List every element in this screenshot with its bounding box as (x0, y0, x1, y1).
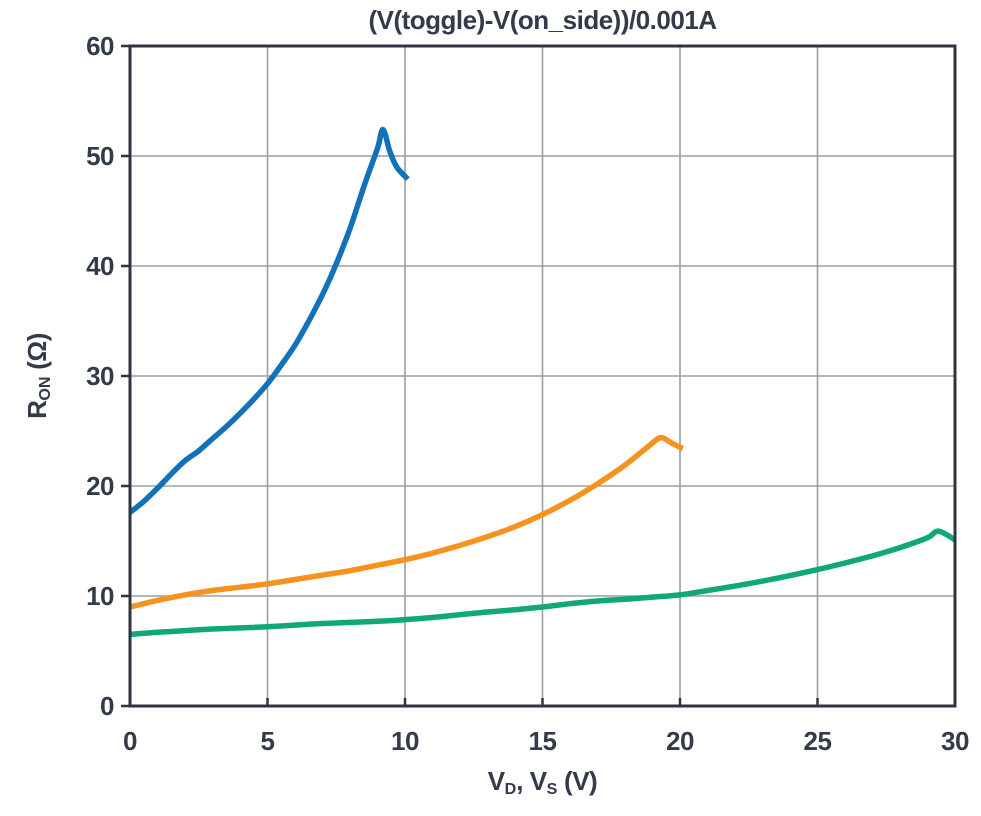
y-tick-label: 60 (86, 31, 114, 61)
label-text: V (487, 766, 505, 796)
tick-marks (121, 44, 819, 708)
y-tick-label: 30 (86, 361, 114, 391)
blue-curve (128, 126, 410, 515)
subscript-text: D (504, 779, 517, 798)
y-tick-label: 20 (86, 471, 114, 501)
y-tick-label: 10 (86, 581, 114, 611)
green-curve (129, 528, 957, 638)
x-tick-label: 30 (941, 726, 969, 756)
y-tick-label: 0 (100, 691, 114, 721)
subscript-text: S (546, 779, 558, 798)
x-axis-label: VD, VS (V) (130, 766, 955, 806)
data-curves (128, 126, 957, 638)
chart-title: (V(toggle)-V(on_side))/0.001A (368, 5, 717, 35)
x-tick-label: 0 (123, 726, 137, 756)
x-tick-label: 15 (529, 726, 557, 756)
label-text: (V) (557, 766, 598, 796)
x-tick-label: 10 (391, 726, 419, 756)
y-tick-label: 40 (86, 251, 114, 281)
orange-curve (129, 434, 684, 610)
y-tick-label: 50 (86, 141, 114, 171)
label-text: , V (516, 766, 547, 796)
x-tick-label: 5 (261, 726, 275, 756)
x-tick-label: 20 (666, 726, 694, 756)
x-tick-label: 25 (804, 726, 832, 756)
tick-labels: 0 10 20 30 40 50 60 0 5 10 15 20 25 30 (86, 31, 969, 756)
grid-lines (130, 46, 955, 706)
